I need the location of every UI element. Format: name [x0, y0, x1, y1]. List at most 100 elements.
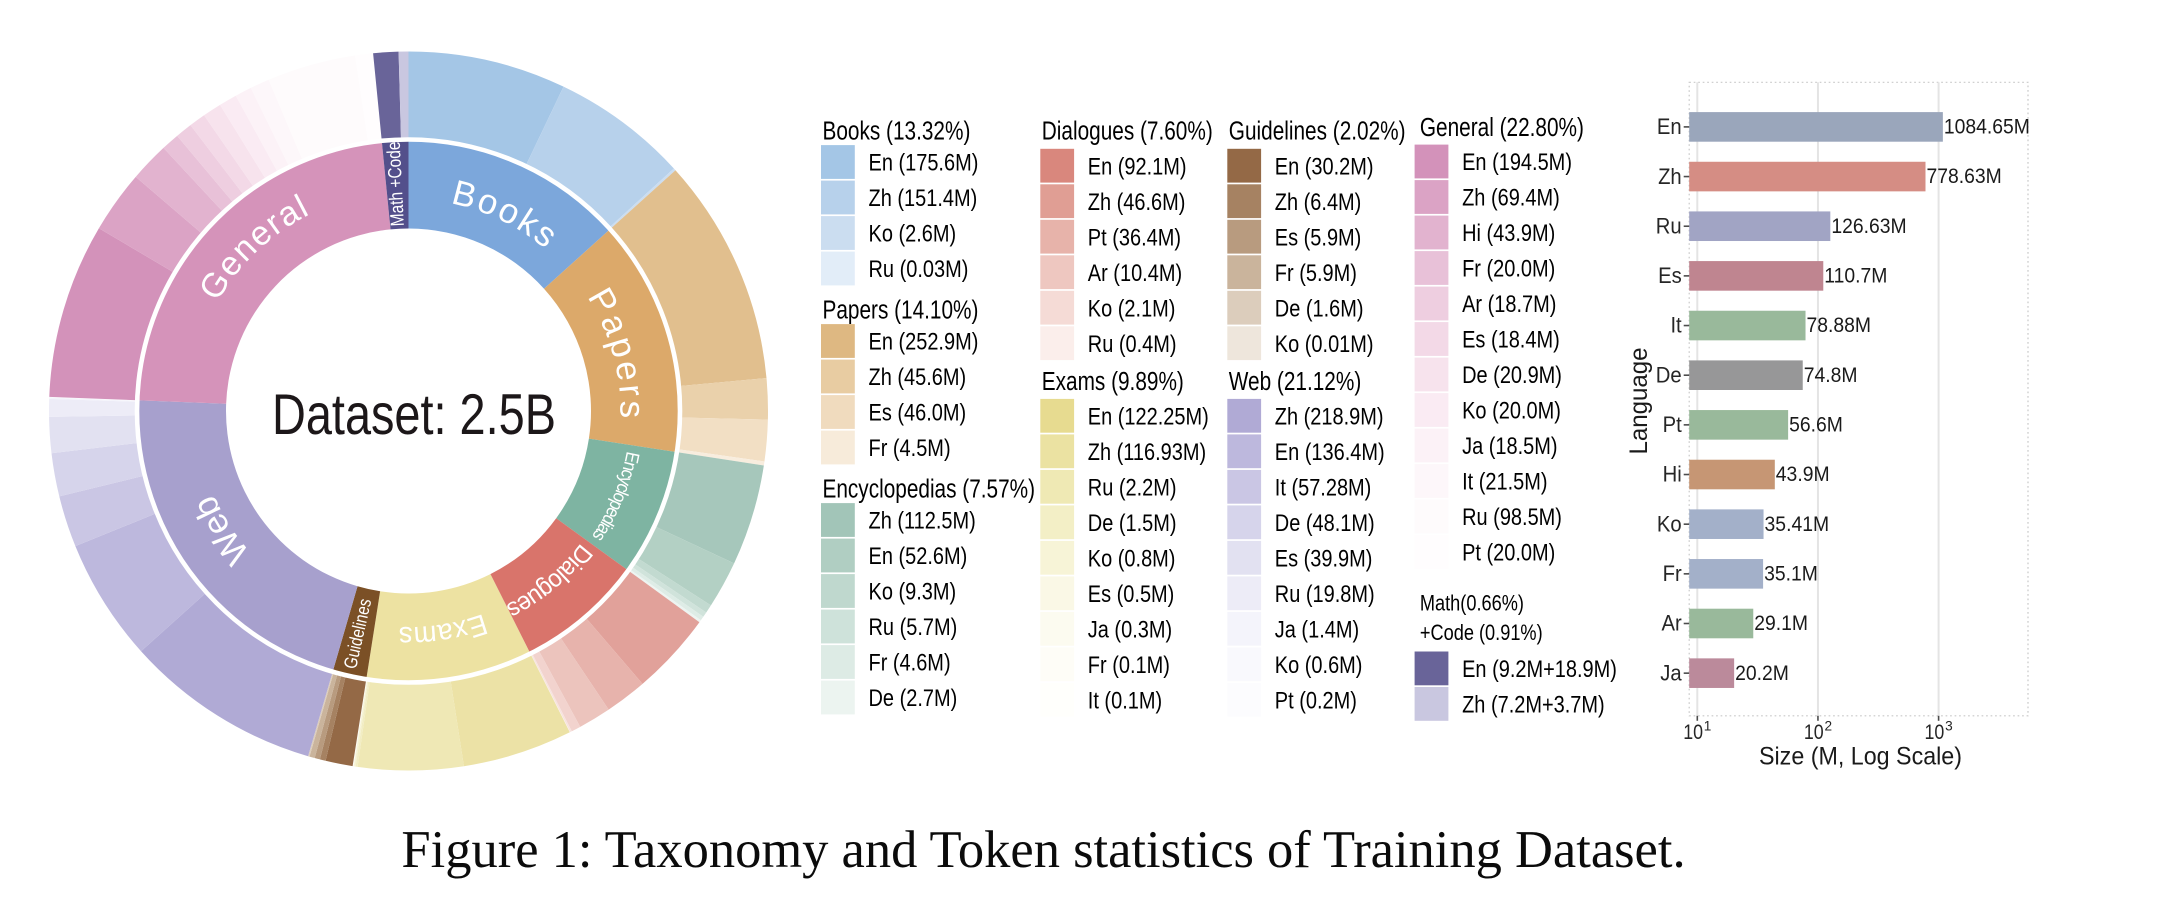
- svg-text:10: 10: [1683, 720, 1703, 744]
- svg-text:Es (0.5M): Es (0.5M): [1088, 581, 1175, 608]
- svg-text:De (48.1M): De (48.1M): [1275, 510, 1375, 537]
- svg-text:Es (5.9M): Es (5.9M): [1275, 224, 1362, 251]
- svg-text:Hi (43.9M): Hi (43.9M): [1462, 220, 1555, 247]
- svg-text:35.1M: 35.1M: [1764, 561, 1818, 585]
- svg-text:Ar (10.4M): Ar (10.4M): [1088, 260, 1182, 287]
- svg-text:Language: Language: [1625, 348, 1653, 455]
- svg-text:Zh (46.6M): Zh (46.6M): [1088, 189, 1186, 216]
- svg-text:En (136.4M): En (136.4M): [1275, 439, 1385, 466]
- svg-text:Ko (0.8M): Ko (0.8M): [1088, 546, 1176, 573]
- svg-text:Dataset: 2.5B: Dataset: 2.5B: [272, 383, 556, 447]
- svg-text:Encyclopedias (7.57%): Encyclopedias (7.57%): [823, 476, 1036, 504]
- svg-text:Web (21.12%): Web (21.12%): [1229, 368, 1361, 396]
- svg-text:a: a: [434, 616, 455, 650]
- svg-text:35.41M: 35.41M: [1765, 512, 1830, 536]
- svg-text:Fr (0.1M): Fr (0.1M): [1088, 652, 1170, 679]
- svg-text:Fr (4.6M): Fr (4.6M): [869, 650, 951, 677]
- svg-text:Zh (112.5M): Zh (112.5M): [869, 508, 976, 535]
- svg-text:56.6M: 56.6M: [1789, 412, 1843, 436]
- svg-text:General (22.80%): General (22.80%): [1420, 114, 1584, 142]
- svg-text:Zh (69.4M): Zh (69.4M): [1462, 185, 1560, 212]
- svg-text:En: En: [1657, 114, 1682, 139]
- svg-text:Es (39.9M): Es (39.9M): [1275, 546, 1373, 573]
- svg-text:It (0.1M): It (0.1M): [1088, 688, 1162, 715]
- svg-text:20.2M: 20.2M: [1735, 661, 1789, 685]
- svg-text:Guidelines (2.02%): Guidelines (2.02%): [1229, 118, 1406, 146]
- svg-text:En (252.9M): En (252.9M): [869, 329, 979, 356]
- svg-text:Ja (1.4M): Ja (1.4M): [1275, 617, 1359, 644]
- svg-text:It (21.5M): It (21.5M): [1462, 469, 1547, 496]
- svg-text:Es (18.4M): Es (18.4M): [1462, 327, 1560, 354]
- svg-text:Ja: Ja: [1660, 660, 1682, 685]
- svg-text:10: 10: [1804, 720, 1824, 744]
- svg-text:Zh: Zh: [1658, 164, 1682, 189]
- svg-text:Ar: Ar: [1661, 611, 1682, 636]
- svg-text:Ja (0.3M): Ja (0.3M): [1088, 617, 1172, 644]
- svg-text:It (57.28M): It (57.28M): [1275, 475, 1372, 502]
- svg-text:Ru (0.4M): Ru (0.4M): [1088, 331, 1177, 358]
- svg-text:m: m: [413, 619, 438, 653]
- svg-text:Fr (20.0M): Fr (20.0M): [1462, 256, 1555, 283]
- svg-text:Ar (18.7M): Ar (18.7M): [1462, 291, 1556, 318]
- svg-text:778.63M: 778.63M: [1926, 164, 2001, 188]
- svg-text:En (30.2M): En (30.2M): [1275, 153, 1374, 180]
- svg-text:2: 2: [1824, 718, 1832, 734]
- svg-text:Zh (116.93M): Zh (116.93M): [1088, 439, 1206, 466]
- svg-text:It: It: [1670, 313, 1682, 338]
- svg-text:1084.65M: 1084.65M: [1944, 115, 2030, 139]
- svg-text:Ko (0.01M): Ko (0.01M): [1275, 331, 1374, 358]
- svg-text:De: De: [1656, 362, 1682, 387]
- svg-text:l: l: [610, 487, 631, 498]
- svg-text:En (122.25M): En (122.25M): [1088, 404, 1209, 431]
- svg-text:De (20.9M): De (20.9M): [1462, 362, 1562, 389]
- svg-text:Zh (6.4M): Zh (6.4M): [1275, 189, 1362, 216]
- svg-text:Zh (7.2M+3.7M): Zh (7.2M+3.7M): [1462, 692, 1605, 719]
- svg-text:126.63M: 126.63M: [1831, 214, 1906, 238]
- svg-text:3: 3: [1945, 718, 1953, 734]
- svg-text:Books (13.32%): Books (13.32%): [823, 118, 971, 146]
- svg-text:Ko (9.3M): Ko (9.3M): [869, 579, 957, 606]
- svg-text:Math(0.66%): Math(0.66%): [1420, 591, 1524, 616]
- svg-text:r: r: [611, 383, 651, 399]
- svg-text:Ru: Ru: [1656, 213, 1682, 238]
- svg-text:Zh (218.9M): Zh (218.9M): [1275, 404, 1384, 431]
- svg-text:78.88M: 78.88M: [1807, 313, 1872, 337]
- svg-text:10: 10: [1925, 720, 1945, 744]
- svg-text:Ko (2.6M): Ko (2.6M): [869, 221, 957, 248]
- svg-text:Es: Es: [1658, 263, 1682, 288]
- svg-text:Ko (20.0M): Ko (20.0M): [1462, 398, 1561, 425]
- svg-text:Ru (19.8M): Ru (19.8M): [1275, 581, 1375, 608]
- svg-text:Fr: Fr: [1663, 561, 1683, 586]
- svg-text:Ko (0.6M): Ko (0.6M): [1275, 652, 1363, 679]
- svg-text:74.8M: 74.8M: [1804, 363, 1858, 387]
- svg-text:Es (46.0M): Es (46.0M): [869, 400, 967, 427]
- svg-text:Papers (14.10%): Papers (14.10%): [823, 297, 979, 325]
- svg-text:Figure 1: Taxonomy and Token s: Figure 1: Taxonomy and Token statistics …: [401, 821, 1685, 879]
- svg-text:Size (M, Log Scale): Size (M, Log Scale): [1759, 742, 1962, 770]
- svg-text:Ru (2.2M): Ru (2.2M): [1088, 475, 1177, 502]
- svg-text:Hi: Hi: [1663, 462, 1682, 487]
- svg-text:Fr (4.5M): Fr (4.5M): [869, 435, 951, 462]
- svg-text:Zh (45.6M): Zh (45.6M): [869, 364, 967, 391]
- svg-text:1: 1: [1704, 718, 1712, 734]
- svg-text:Ru (98.5M): Ru (98.5M): [1462, 504, 1562, 531]
- svg-text:De (1.5M): De (1.5M): [1088, 510, 1177, 537]
- svg-text:Pt (0.2M): Pt (0.2M): [1275, 688, 1357, 715]
- svg-text:29.1M: 29.1M: [1754, 611, 1808, 635]
- svg-text:Pt (20.0M): Pt (20.0M): [1462, 540, 1555, 567]
- svg-text:43.9M: 43.9M: [1776, 462, 1830, 486]
- svg-text:s: s: [612, 400, 651, 418]
- svg-text:110.7M: 110.7M: [1824, 263, 1887, 287]
- svg-text:Ru (0.03M): Ru (0.03M): [869, 256, 969, 283]
- svg-text:Ja (18.5M): Ja (18.5M): [1462, 433, 1557, 460]
- svg-text:s: s: [399, 620, 413, 652]
- svg-text:Math +Code: Math +Code: [384, 141, 409, 227]
- svg-text:En (175.6M): En (175.6M): [869, 150, 979, 177]
- svg-text:Pt (36.4M): Pt (36.4M): [1088, 224, 1181, 251]
- svg-text:Ko (2.1M): Ko (2.1M): [1088, 295, 1176, 322]
- svg-text:Fr (5.9M): Fr (5.9M): [1275, 260, 1357, 287]
- svg-text:En (52.6M): En (52.6M): [869, 543, 968, 570]
- svg-text:Dialogues (7.60%): Dialogues (7.60%): [1042, 118, 1213, 146]
- svg-text:Ru (5.7M): Ru (5.7M): [869, 614, 958, 641]
- svg-text:De (1.6M): De (1.6M): [1275, 295, 1364, 322]
